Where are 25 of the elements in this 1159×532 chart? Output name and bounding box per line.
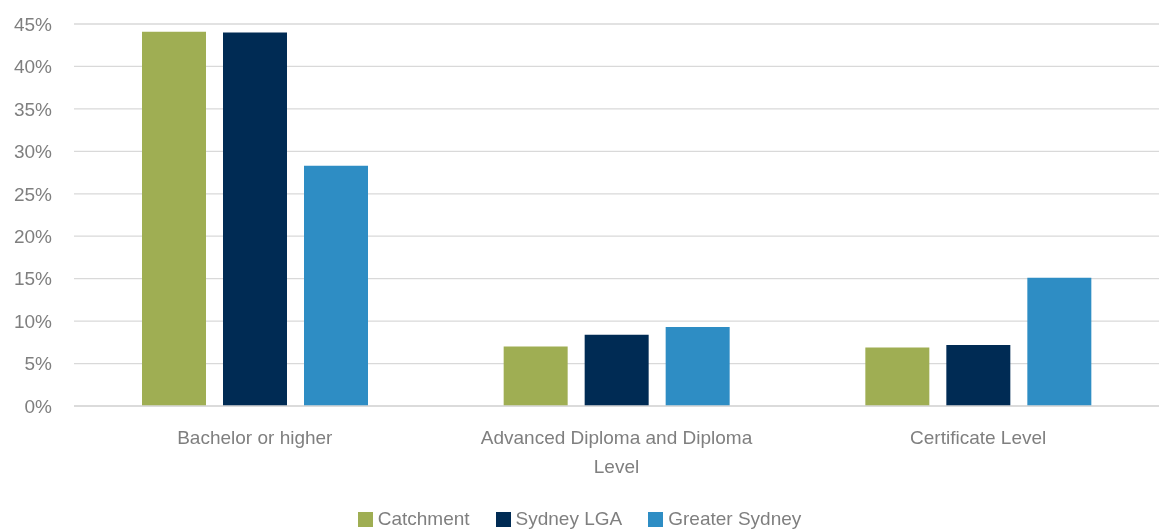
bar xyxy=(223,32,287,406)
y-tick-label: 25% xyxy=(13,183,53,205)
y-tick-label: 35% xyxy=(13,98,53,120)
y-tick-label: 30% xyxy=(13,141,53,163)
bar xyxy=(1027,277,1092,406)
bar xyxy=(946,344,1011,406)
y-tick-label: 20% xyxy=(13,225,53,247)
x-tick-label: Advanced Diploma and Diploma Level xyxy=(480,427,753,477)
y-tick-label: 40% xyxy=(13,56,53,78)
bar xyxy=(665,327,730,406)
legend-label: Greater Sydney xyxy=(668,507,802,531)
x-tick-label: Bachelor or higher xyxy=(177,427,334,448)
legend-label: Catchment xyxy=(377,507,470,531)
y-tick-label: 10% xyxy=(13,310,53,332)
bar xyxy=(584,334,649,406)
bar xyxy=(304,165,368,406)
legend-label: Sydney LGA xyxy=(515,507,623,531)
y-tick-label: 15% xyxy=(13,268,53,290)
y-tick-label: 5% xyxy=(24,353,53,375)
y-tick-label: 0% xyxy=(24,395,53,417)
y-tick-label: 45% xyxy=(13,13,53,35)
bar xyxy=(865,347,930,406)
bar xyxy=(503,346,568,406)
bar xyxy=(142,31,206,406)
x-tick-label: Certificate Level xyxy=(910,427,1047,448)
